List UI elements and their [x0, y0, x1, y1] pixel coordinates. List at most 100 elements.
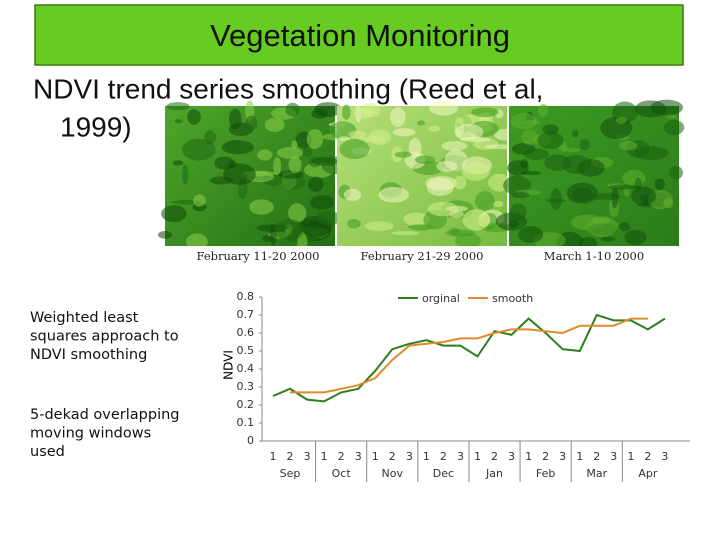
x-tick-label: 3 — [406, 450, 413, 463]
image-texture — [417, 120, 425, 126]
image-texture — [454, 123, 484, 141]
image-texture — [619, 140, 638, 151]
image-texture — [302, 147, 313, 158]
image-texture — [453, 175, 467, 190]
image-texture — [403, 212, 430, 226]
month-label: Sep — [280, 467, 301, 480]
image-texture — [306, 128, 324, 149]
image-texture — [314, 102, 342, 117]
image-texture — [600, 236, 616, 242]
image-texture — [572, 129, 579, 138]
image-texture — [338, 136, 350, 141]
x-tick-label: 1 — [525, 450, 532, 463]
image-texture — [408, 224, 434, 231]
image-texture — [624, 229, 647, 245]
x-tick-label: 3 — [355, 450, 362, 463]
data-line — [272, 313, 666, 403]
x-tick-label: 2 — [542, 450, 549, 463]
image-texture — [634, 146, 669, 160]
image-texture — [223, 163, 256, 185]
image-texture — [278, 170, 304, 179]
note-text: 5-dekad overlapping — [30, 407, 180, 423]
data-line — [290, 317, 648, 394]
image-texture — [316, 210, 341, 226]
y-tick-label: 0.2 — [237, 398, 255, 411]
image-texture — [367, 129, 392, 145]
image-texture — [249, 199, 274, 215]
image-texture — [274, 218, 304, 241]
y-tick-label: 0.8 — [237, 290, 255, 303]
y-tick-label: 0.6 — [237, 326, 255, 339]
subtitle: NDVI trend series smoothing (Reed et al, — [33, 73, 543, 104]
image-texture — [611, 187, 619, 209]
month-label: Dec — [433, 467, 454, 480]
image-texture — [342, 104, 351, 120]
image-texture — [511, 191, 530, 199]
image-texture — [510, 203, 527, 220]
image-texture — [426, 177, 454, 196]
y-tick-label: 0.5 — [237, 344, 255, 357]
title-box — [34, 4, 684, 66]
image-texture — [309, 195, 334, 210]
image-texture — [523, 148, 549, 160]
x-tick-label: 3 — [304, 450, 311, 463]
x-tick-label: 1 — [270, 450, 277, 463]
image-texture — [339, 138, 370, 160]
caption-bar — [509, 246, 679, 268]
image-caption: March 1-10 2000 — [544, 249, 644, 263]
image-texture — [663, 119, 685, 136]
x-tick-label: 3 — [559, 450, 566, 463]
month-label: Oct — [332, 467, 352, 480]
image-texture — [542, 124, 559, 135]
x-tick-label: 3 — [610, 450, 617, 463]
caption-bar — [165, 246, 335, 268]
image-texture — [291, 140, 298, 149]
image-texture — [427, 201, 459, 217]
image-texture — [436, 160, 458, 172]
image-texture — [308, 156, 322, 168]
note-text: squares approach to — [30, 329, 179, 345]
image-texture — [262, 235, 274, 242]
image-texture — [455, 233, 481, 249]
x-tick-label: 1 — [576, 450, 583, 463]
image-texture — [232, 147, 239, 153]
image-texture — [506, 160, 529, 176]
x-tick-label: 1 — [321, 450, 328, 463]
image-texture — [157, 231, 173, 239]
image-texture — [307, 176, 324, 192]
image-texture — [276, 147, 304, 159]
x-tick-label: 1 — [627, 450, 634, 463]
image-texture — [550, 188, 562, 210]
legend-label: orginal — [422, 292, 460, 305]
image-texture — [392, 128, 416, 137]
x-tick-label: 2 — [491, 450, 498, 463]
image-texture — [285, 102, 300, 117]
image-texture — [186, 233, 208, 250]
x-tick-label: 2 — [644, 450, 651, 463]
image-texture — [538, 103, 549, 118]
image-texture — [166, 102, 190, 111]
image-texture — [566, 182, 598, 204]
image-texture — [471, 107, 499, 118]
month-label: Nov — [382, 467, 404, 480]
image-texture — [348, 130, 367, 139]
image-texture — [288, 156, 302, 174]
image-texture — [257, 149, 273, 161]
note-text: NDVI smoothing — [30, 347, 147, 363]
image-texture — [182, 164, 189, 185]
image-texture — [631, 186, 657, 206]
image-texture — [161, 205, 187, 223]
image-texture — [669, 166, 684, 180]
image-texture — [608, 184, 641, 190]
x-tick-label: 3 — [508, 450, 515, 463]
x-tick-label: 3 — [457, 450, 464, 463]
image-texture — [615, 116, 627, 124]
image-texture — [288, 203, 307, 223]
image-texture — [510, 112, 537, 130]
image-texture — [461, 161, 490, 181]
image-texture — [391, 231, 420, 236]
image-strip: February 11-20 2000 February 21-29 2000 Ma… — [157, 99, 685, 268]
image-texture — [187, 109, 201, 125]
image-texture — [181, 138, 216, 161]
image-texture — [394, 151, 412, 158]
